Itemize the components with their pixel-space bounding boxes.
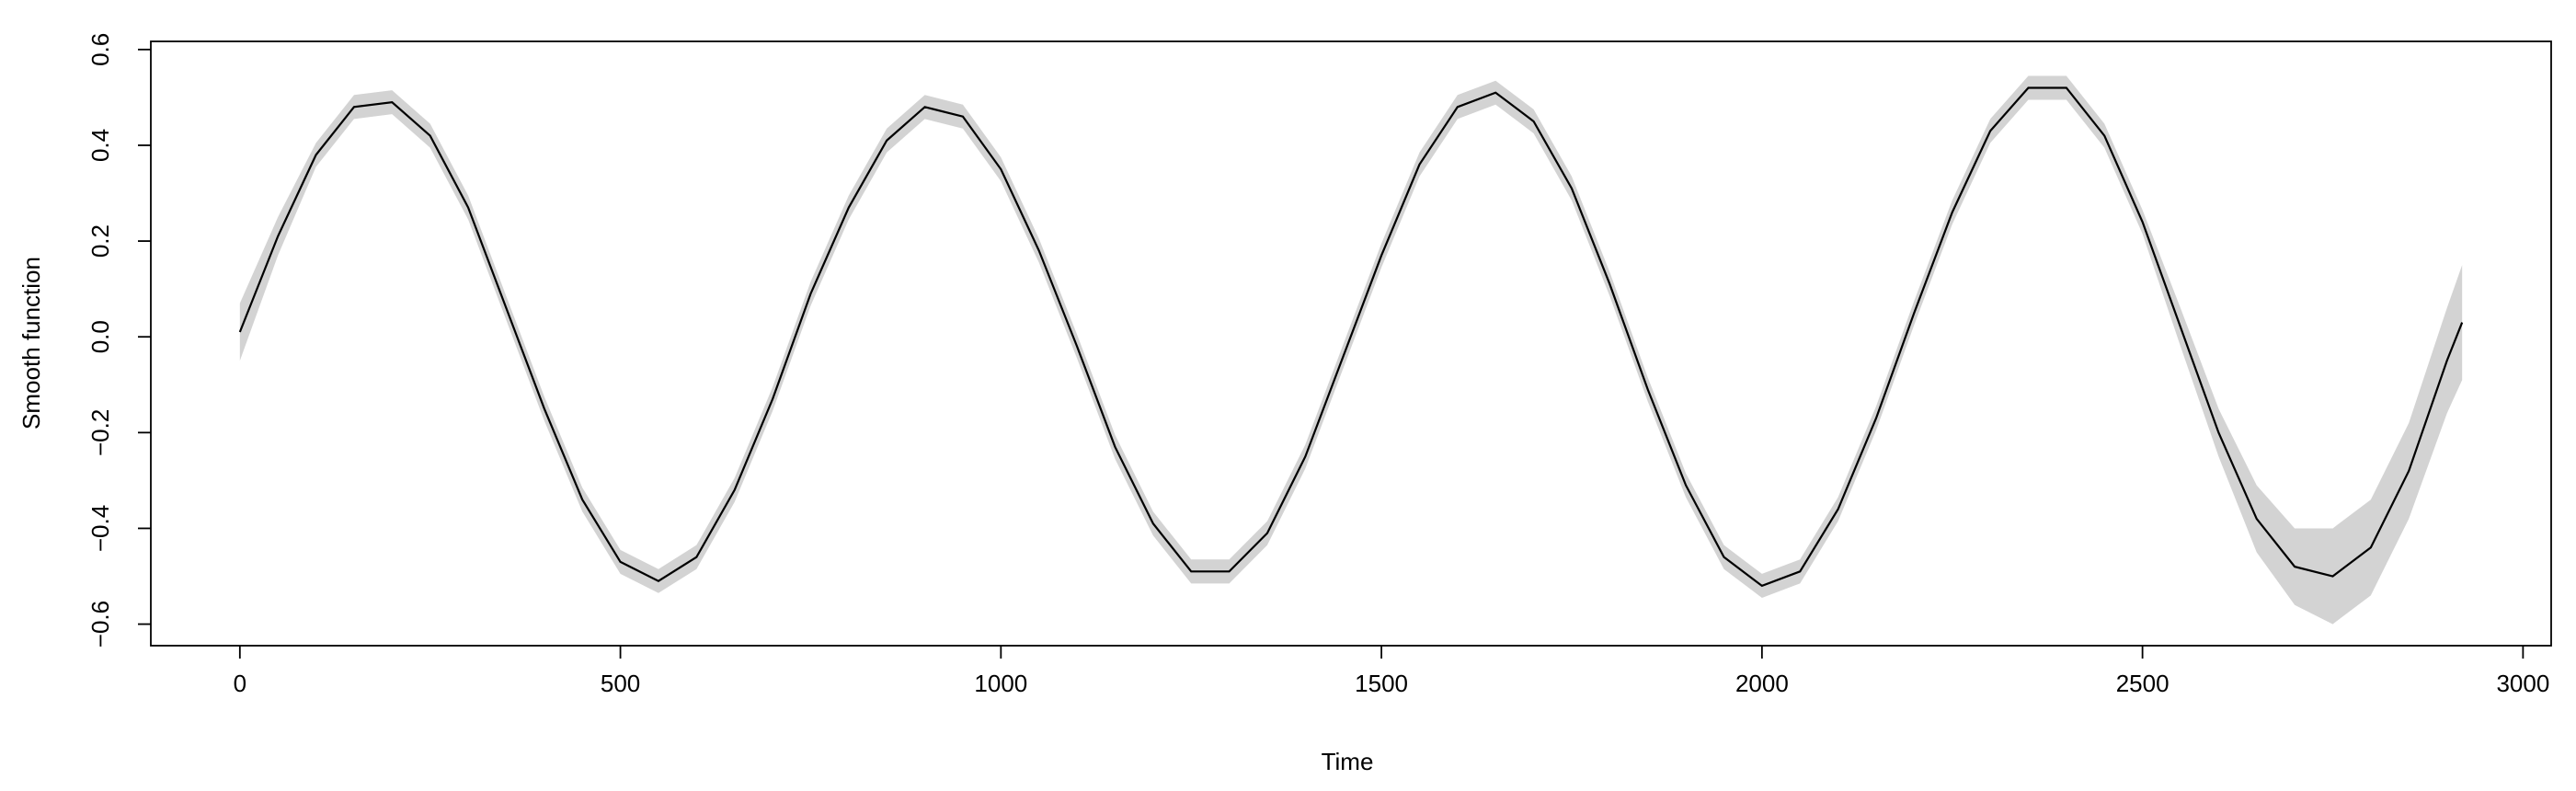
- x-tick-label: 2000: [1735, 670, 1789, 697]
- y-tick-label: −0.4: [86, 505, 114, 552]
- x-tick-label: 2500: [2116, 670, 2170, 697]
- y-tick-label: −0.6: [86, 601, 114, 648]
- x-tick-label: 500: [601, 670, 640, 697]
- x-tick-label: 1000: [974, 670, 1027, 697]
- y-tick-label: −0.2: [86, 409, 114, 456]
- x-tick-label: 3000: [2496, 670, 2549, 697]
- confidence-band: [239, 75, 2463, 625]
- x-tick-label: 0: [234, 670, 246, 697]
- smooth-line: [238, 86, 2464, 588]
- plot-frame: [150, 40, 2552, 647]
- y-tick-label: 0.2: [86, 224, 114, 258]
- y-axis-title: Smooth function: [17, 257, 45, 430]
- y-tick-label: 0.0: [86, 320, 114, 353]
- x-axis-title: Time: [1322, 748, 1374, 775]
- y-tick-label: 0.6: [86, 33, 114, 66]
- x-tick-label: 1500: [1355, 670, 1408, 697]
- y-tick-label: 0.4: [86, 129, 114, 162]
